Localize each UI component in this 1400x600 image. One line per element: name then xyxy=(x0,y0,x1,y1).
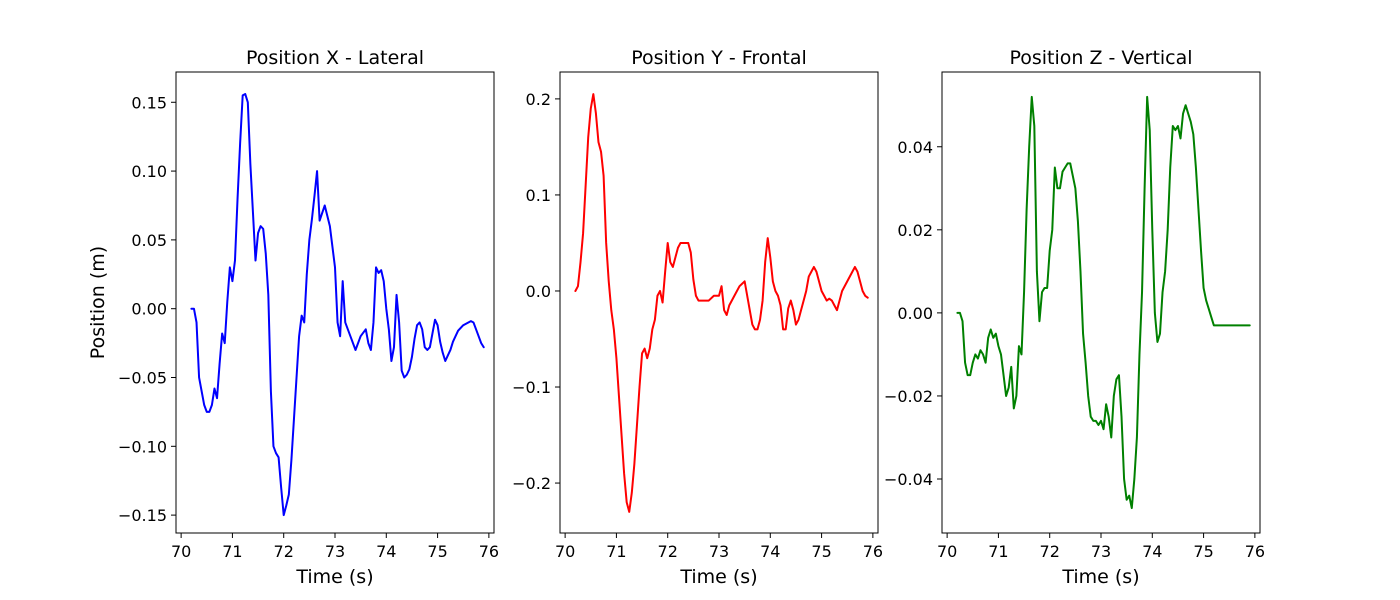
y-tick-label: 0.02 xyxy=(897,221,933,240)
series-line-1 xyxy=(956,95,1251,510)
y-tick-label: 0.15 xyxy=(131,93,167,112)
x-tick-label: 75 xyxy=(811,542,831,561)
chart-panel-2: 70 71 72 73 74 75 76 −0.2 −0.1 0.0 0.1 0.2 Position … xyxy=(512,47,883,588)
x-tick-label: 73 xyxy=(709,542,729,561)
y-tick-label: 0.04 xyxy=(897,138,933,157)
series-line-1 xyxy=(190,93,485,517)
y-tick-label: 0.0 xyxy=(526,282,551,301)
y-tick-label: −0.10 xyxy=(118,437,167,456)
y-tick-label: 0.00 xyxy=(897,304,933,323)
chart-title: Position X - Lateral xyxy=(246,47,424,69)
y-tick-label: 0.1 xyxy=(526,186,551,205)
y-tick-label: −0.2 xyxy=(512,474,551,493)
x-tick-label: 71 xyxy=(606,542,626,561)
x-tick-label: 71 xyxy=(222,542,242,561)
x-tick-label: 70 xyxy=(555,542,575,561)
x-tick-label: 72 xyxy=(658,542,678,561)
y-tick-label: −0.05 xyxy=(118,368,167,387)
x-axis-label: Time (s) xyxy=(1061,566,1139,588)
x-axis-label: Time (s) xyxy=(295,566,373,588)
y-tick-label: −0.15 xyxy=(118,506,167,525)
y-tick-label: 0.2 xyxy=(526,90,551,109)
x-axis-label: Time (s) xyxy=(679,566,757,588)
x-tick-label: 73 xyxy=(325,542,345,561)
x-tick-label: 70 xyxy=(171,542,191,561)
chart-title: Position Y - Frontal xyxy=(631,47,807,69)
axes-frame xyxy=(559,71,879,534)
axes-frame xyxy=(941,71,1261,534)
y-tick-label: 0.10 xyxy=(131,162,167,181)
x-tick-label: 74 xyxy=(1142,542,1162,561)
x-tick-label: 75 xyxy=(1193,542,1213,561)
chart-panel-1: 70 71 72 73 74 75 76 −0.15 −0.10 −0.05 0.00 0.05 0.1… xyxy=(87,47,499,588)
x-tick-label: 70 xyxy=(937,542,957,561)
x-tick-label: 73 xyxy=(1091,542,1111,561)
y-axis-label: Position (m) xyxy=(87,246,109,359)
axes-frame xyxy=(175,71,495,534)
x-tick-label: 76 xyxy=(479,542,499,561)
x-tick-label: 72 xyxy=(1040,542,1060,561)
x-tick-label: 76 xyxy=(1245,542,1265,561)
x-tick-label: 72 xyxy=(274,542,294,561)
x-tick-label: 76 xyxy=(863,542,883,561)
series-line-1 xyxy=(574,93,869,513)
chart-panel-3: 70 71 72 73 74 75 76 −0.04 −0.02 0.00 0.02 0.04 Posi… xyxy=(884,47,1265,588)
x-tick-label: 75 xyxy=(427,542,447,561)
x-tick-label: 74 xyxy=(376,542,396,561)
x-tick-label: 74 xyxy=(760,542,780,561)
y-tick-label: −0.1 xyxy=(512,378,551,397)
y-tick-label: 0.00 xyxy=(131,300,167,319)
y-tick-label: −0.04 xyxy=(884,470,933,489)
chart-title: Position Z - Vertical xyxy=(1009,47,1192,69)
y-tick-label: 0.05 xyxy=(131,231,167,250)
x-tick-label: 71 xyxy=(988,542,1008,561)
y-tick-label: −0.02 xyxy=(884,387,933,406)
